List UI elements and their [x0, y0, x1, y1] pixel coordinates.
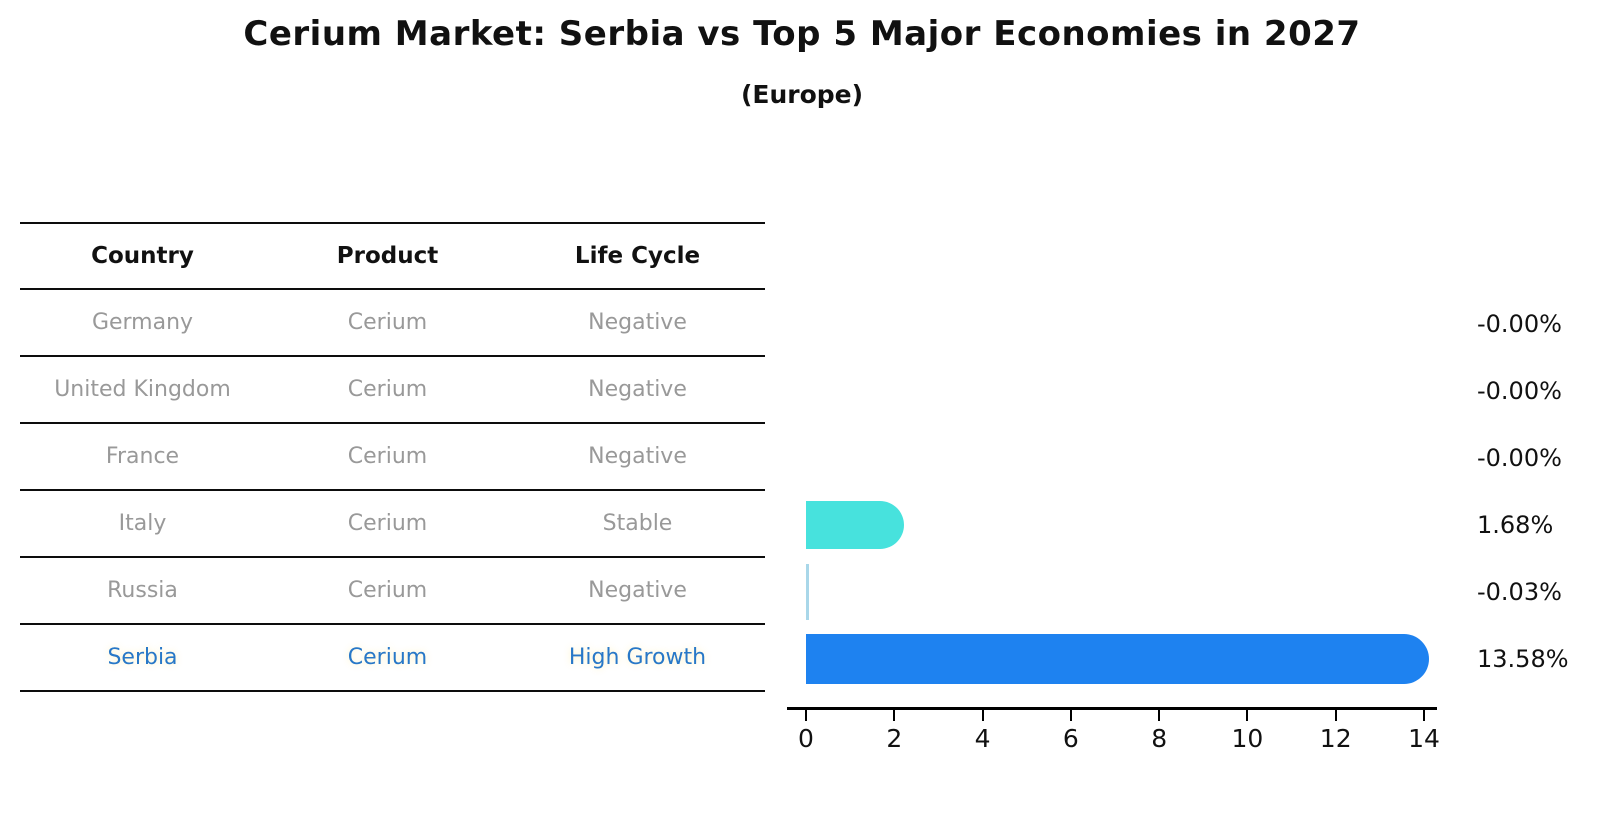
x-axis-tick-label: 6: [1062, 724, 1079, 753]
x-axis-tick: [981, 710, 984, 721]
x-axis-tick: [893, 710, 896, 721]
table-row-cells: United Kingdom Cerium Negative: [20, 357, 765, 424]
x-axis-tick: [1069, 710, 1072, 721]
table-row: France Cerium Negative -0.00%: [20, 424, 1604, 491]
bar: [806, 500, 905, 549]
table-row: Russia Cerium Negative -0.03%: [20, 558, 1604, 625]
x-axis-tick: [805, 710, 807, 721]
bar-value-label: -0.00%: [1477, 376, 1562, 405]
x-axis-tick: [1246, 710, 1249, 721]
bar-track: [765, 625, 1437, 692]
cell-product: Cerium: [347, 511, 428, 536]
bar-value-label: -0.03%: [1477, 577, 1562, 606]
cell-country: United Kingdom: [54, 377, 231, 402]
header-product: Product: [336, 243, 439, 269]
bar: [806, 633, 1430, 684]
cell-country: France: [105, 444, 180, 469]
table-row: Italy Cerium Stable 1.68%: [20, 491, 1604, 558]
cell-country: Serbia: [107, 645, 178, 670]
plot-header-spacer: [765, 222, 1437, 290]
bar-track: [765, 558, 1437, 625]
x-axis-tick: [1334, 710, 1337, 721]
cell-life-cycle: Stable: [602, 511, 673, 536]
cell-product: Cerium: [347, 444, 428, 469]
header-life-cycle: Life Cycle: [574, 243, 701, 269]
cell-product: Cerium: [347, 578, 428, 603]
cell-country: Russia: [107, 578, 178, 603]
table-row: Serbia Cerium High Growth 13.58%: [20, 625, 1604, 692]
table-header-cells: Country Product Life Cycle: [20, 222, 765, 290]
table-row-cells: Italy Cerium Stable: [20, 491, 765, 558]
table-row-cells: Russia Cerium Negative: [20, 558, 765, 625]
cell-country: Italy: [118, 511, 167, 536]
bar-track: [765, 491, 1437, 558]
table-row-cells: Serbia Cerium High Growth: [20, 625, 765, 692]
cell-life-cycle: Negative: [588, 444, 687, 469]
x-axis-tick-label: 2: [886, 724, 903, 753]
x-axis-tick-label: 12: [1319, 724, 1352, 753]
x-axis-tick-label: 8: [1151, 724, 1168, 753]
x-axis-tick: [1423, 710, 1425, 721]
cell-life-cycle: High Growth: [568, 645, 707, 670]
table-and-bars: Country Product Life Cycle Germany Ceriu…: [20, 222, 1604, 692]
x-axis-tick-label: 4: [974, 724, 991, 753]
bar-track: [765, 424, 1437, 491]
cell-product: Cerium: [347, 377, 428, 402]
cell-life-cycle: Negative: [588, 310, 687, 335]
bar: [806, 563, 809, 620]
chart-subtitle: (Europe): [740, 80, 864, 109]
x-axis-tick-label: 14: [1408, 724, 1440, 753]
bar-value-label: 13.58%: [1477, 644, 1569, 673]
cell-product: Cerium: [347, 310, 428, 335]
table-row: Germany Cerium Negative -0.00%: [20, 290, 1604, 357]
x-axis-tick-label: 0: [798, 724, 814, 753]
cell-product: Cerium: [347, 645, 428, 670]
chart-title: Cerium Market: Serbia vs Top 5 Major Eco…: [243, 14, 1361, 54]
cell-life-cycle: Negative: [588, 578, 687, 603]
x-axis-tick: [1158, 710, 1161, 721]
x-axis: 0 2 4 6 8 10 12 14: [787, 707, 1440, 753]
header-country: Country: [91, 243, 194, 269]
rows-container: Germany Cerium Negative -0.00% United Ki…: [20, 290, 1604, 692]
cell-country: Germany: [91, 310, 194, 335]
bar-value-label: 1.68%: [1477, 510, 1554, 539]
bar-value-label: -0.00%: [1477, 443, 1562, 472]
x-axis-tick-label: 10: [1231, 724, 1264, 753]
table-header-row: Country Product Life Cycle: [20, 222, 1604, 290]
table-row: United Kingdom Cerium Negative -0.00%: [20, 357, 1604, 424]
bar-track: [765, 290, 1437, 357]
table-row-cells: France Cerium Negative: [20, 424, 765, 491]
table-row-cells: Germany Cerium Negative: [20, 290, 765, 357]
cell-life-cycle: Negative: [588, 377, 687, 402]
bar-track: [765, 357, 1437, 424]
bar-value-label: -0.00%: [1477, 309, 1562, 338]
